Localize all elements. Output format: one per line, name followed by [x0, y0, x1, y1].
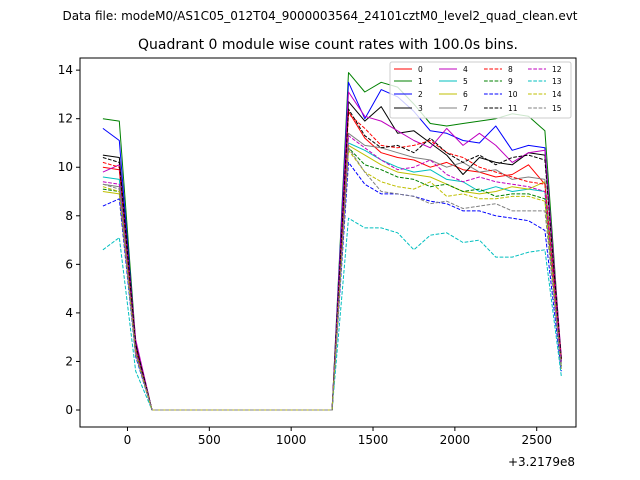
axes-frame	[79, 57, 577, 428]
y-tick-label: 2	[65, 354, 73, 368]
legend-label-14: 14	[552, 90, 562, 99]
legend-label-13: 13	[552, 77, 562, 86]
y-tick-label: 10	[58, 160, 73, 174]
legend-label-10: 10	[508, 90, 518, 99]
legend-label-8: 8	[508, 65, 513, 74]
legend-label-3: 3	[418, 104, 423, 113]
y-axis: 0 2 4 6 8 10 12 14	[58, 63, 80, 417]
y-tick-label: 14	[58, 63, 73, 77]
y-tick-label: 4	[65, 306, 73, 320]
legend-frame	[389, 61, 572, 119]
legend-label-5: 5	[463, 77, 468, 86]
y-tick-label: 6	[65, 257, 73, 271]
legend-label-6: 6	[463, 90, 468, 99]
legend-label-1: 1	[418, 77, 423, 86]
legend-label-9: 9	[508, 77, 513, 86]
y-tick-label: 12	[58, 112, 73, 126]
x-tick-label: 2500	[521, 433, 552, 447]
legend-label-2: 2	[418, 90, 423, 99]
x-tick-label: 1000	[276, 433, 307, 447]
series-group	[102, 72, 562, 411]
x-tick-label: 500	[198, 433, 221, 447]
legend-label-15: 15	[552, 104, 562, 113]
legend-label-7: 7	[463, 104, 468, 113]
x-axis-offset-label: +3.2179e8	[508, 455, 575, 469]
x-axis: 0 500 1000 1500 2000 2500	[124, 427, 552, 447]
legend-label-4: 4	[463, 65, 468, 74]
plot-title: Quadrant 0 module wise count rates with …	[138, 37, 518, 53]
y-tick-label: 8	[65, 209, 73, 223]
x-tick-label: 1500	[358, 433, 389, 447]
legend-label-11: 11	[508, 104, 518, 113]
series-line-15	[102, 147, 562, 411]
x-tick-label: 0	[124, 433, 132, 447]
legend-label-0: 0	[418, 65, 423, 74]
y-tick-label: 0	[65, 403, 73, 417]
figure-suptitle: Data file: modeM0/AS1C05_012T04_90000035…	[62, 9, 577, 23]
legend-label-12: 12	[552, 65, 562, 74]
x-tick-label: 2000	[440, 433, 471, 447]
